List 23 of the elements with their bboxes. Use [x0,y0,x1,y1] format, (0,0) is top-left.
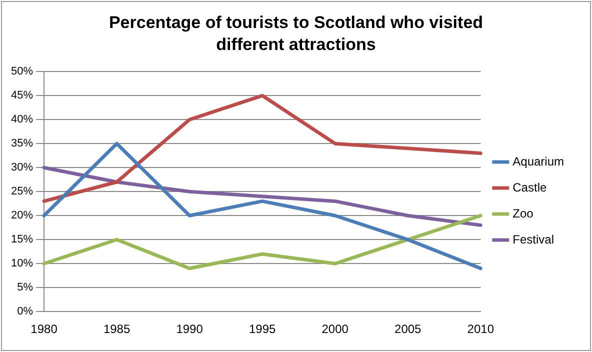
y-tick-label: 40% [10,114,34,126]
y-tick-label: 45% [10,90,34,102]
y-tick-label: 35% [10,138,34,150]
x-tick-label: 2000 [322,322,349,336]
x-tick-label: 2010 [467,322,494,336]
legend-label: Aquarium [512,154,564,168]
x-tick-label: 1980 [30,322,58,336]
legend-label: Castle [512,180,547,194]
x-tick-label: 1985 [103,322,130,336]
y-tick-label: 0% [17,306,34,318]
y-tick-label: 25% [10,186,34,198]
x-tick-label: 1990 [176,322,204,336]
y-tick-label: 20% [10,210,34,222]
legend-label: Festival [512,232,554,246]
legend-label: Zoo [512,206,534,220]
y-tick-label: 5% [17,282,34,294]
x-tick-label: 2005 [394,322,422,336]
y-tick-label: 15% [10,234,34,246]
y-tick-label: 30% [10,162,34,174]
y-tick-label: 50% [10,66,34,78]
chart-title: Percentage of tourists to Scotland who visited different attractions [108,12,484,56]
x-tick-label: 1995 [248,322,276,336]
y-tick-label: 10% [10,258,34,270]
